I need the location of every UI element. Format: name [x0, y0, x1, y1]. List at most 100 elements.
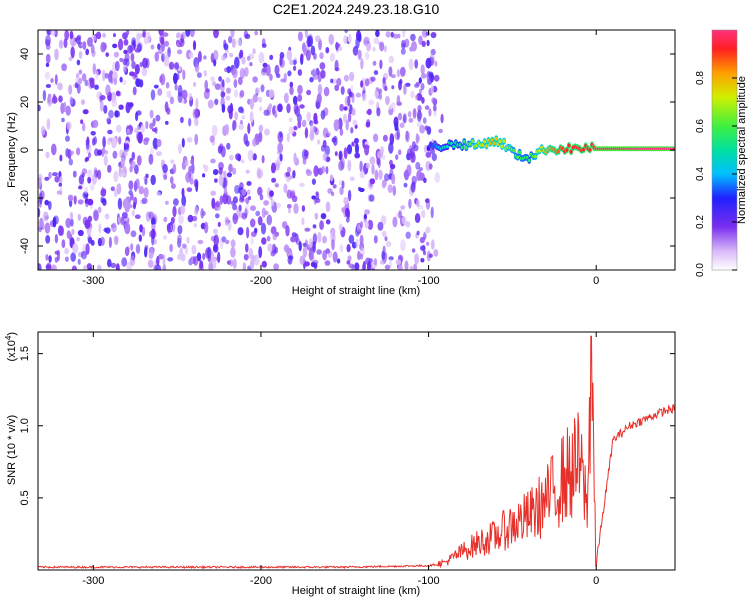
- heatmap-noise-cell: [77, 258, 81, 265]
- heatmap-noise-cell: [410, 147, 415, 159]
- heatmap-noise-cell: [259, 194, 264, 201]
- heatmap-noise-cell: [319, 220, 324, 231]
- heatmap-noise-cell: [241, 188, 247, 196]
- heatmap-noise-cell: [130, 52, 135, 62]
- heatmap-noise-cell: [319, 52, 324, 60]
- heatmap-noise-cell: [118, 38, 124, 51]
- heatmap-noise-cell: [419, 88, 423, 94]
- heatmap-noise-cell: [221, 79, 225, 88]
- heatmap-noise-cell: [351, 108, 356, 116]
- heatmap-noise-cell: [405, 130, 410, 143]
- heatmap-noise-cell: [354, 262, 360, 270]
- heatmap-noise-cell: [215, 213, 220, 219]
- heatmap-noise-cell: [297, 69, 303, 76]
- heatmap-noise-cell: [339, 128, 344, 136]
- heatmap-noise-cell: [331, 137, 337, 143]
- heatmap-noise-cell: [174, 62, 180, 70]
- snr-panel: -300 -200 -100 0 0.5 1.0 1.5 Height of straig…: [4, 331, 676, 597]
- heatmap-noise-cell: [362, 93, 367, 102]
- heatmap-noise-cell: [426, 241, 430, 246]
- heatmap-noise-cell: [404, 260, 409, 270]
- heatmap-noise-cell: [204, 79, 208, 92]
- heatmap-noise-cell: [212, 81, 216, 87]
- heatmap-noise-cell: [287, 166, 292, 173]
- heatmap-noise-cell: [254, 87, 261, 94]
- heatmap-noise-cell: [380, 215, 387, 226]
- heatmap-noise-cell: [402, 113, 407, 124]
- heatmap-y-tick-label: -20: [19, 190, 31, 206]
- heatmap-noise-cell: [203, 164, 209, 173]
- heatmap-noise-cell: [343, 106, 348, 111]
- heatmap-noise-cell: [184, 159, 189, 167]
- heatmap-noise-cell: [54, 74, 58, 86]
- heatmap-noise-cell: [268, 89, 275, 99]
- heatmap-noise-cell: [121, 257, 128, 267]
- heatmap-noise-cell: [253, 254, 260, 266]
- heatmap-noise-cell: [425, 31, 430, 36]
- heatmap-noise-cell: [306, 111, 312, 122]
- heatmap-noise-cell: [83, 265, 87, 270]
- heatmap-noise-cell: [373, 90, 379, 99]
- heatmap-noise-cell: [149, 122, 154, 130]
- heatmap-noise-cell: [385, 240, 392, 248]
- heatmap-noise-cell: [124, 149, 128, 157]
- heatmap-noise-cell: [304, 30, 309, 38]
- heatmap-noise-cell: [377, 150, 383, 159]
- heatmap-noise-cell: [235, 153, 241, 161]
- heatmap-noise-cell: [411, 41, 417, 52]
- heatmap-signal-cell: [462, 139, 466, 144]
- heatmap-noise-cell: [421, 30, 428, 38]
- heatmap-noise-cell: [405, 231, 411, 239]
- heatmap-noise-cell: [177, 91, 183, 104]
- heatmap-noise-cell: [175, 73, 180, 81]
- heatmap-noise-cell: [313, 165, 319, 177]
- heatmap-noise-cell: [261, 207, 266, 218]
- heatmap-noise-cell: [68, 84, 73, 95]
- heatmap-noise-cell: [218, 76, 223, 82]
- heatmap-noise-cell: [78, 50, 83, 59]
- heatmap-noise-cell: [84, 157, 88, 163]
- heatmap-noise-cell: [131, 60, 136, 70]
- heatmap-noise-cell: [241, 115, 246, 120]
- heatmap-noise-cell: [58, 182, 62, 187]
- heatmap-noise-cell: [107, 164, 112, 173]
- heatmap-noise-cell: [66, 121, 72, 131]
- heatmap-noise-cell: [408, 58, 414, 71]
- heatmap-noise-cell: [382, 80, 387, 90]
- heatmap-noise-cell: [430, 239, 435, 250]
- heatmap-noise-cell: [39, 190, 45, 201]
- heatmap-noise-cell: [249, 259, 255, 270]
- heatmap-noise-cell: [70, 46, 75, 59]
- heatmap-noise-cell: [331, 191, 335, 197]
- heatmap-noise-cell: [130, 230, 137, 238]
- heatmap-noise-cell: [130, 192, 134, 201]
- heatmap-noise-cell: [218, 167, 223, 175]
- heatmap-noise-cell: [169, 243, 173, 253]
- heatmap-noise-cell: [345, 119, 349, 131]
- heatmap-noise-cell: [261, 155, 265, 164]
- heatmap-noise-cell: [433, 249, 439, 257]
- heatmap-noise-cell: [364, 221, 369, 229]
- heatmap-noise-cell: [119, 172, 126, 177]
- heatmap-noise-cell: [270, 198, 275, 207]
- heatmap-noise-cell: [54, 256, 59, 263]
- heatmap-noise-cell: [77, 199, 84, 205]
- heatmap-noise-cell: [284, 92, 289, 104]
- heatmap-noise-cell: [61, 117, 65, 123]
- heatmap-noise-cell: [76, 236, 81, 242]
- heatmap-noise-cell: [120, 216, 125, 226]
- snr-x-axis-label: Height of straight line (km): [292, 585, 420, 597]
- heatmap-noise-cell: [232, 258, 237, 270]
- heatmap-noise-cell: [149, 109, 154, 119]
- heatmap-noise-cell: [341, 207, 346, 213]
- heatmap-noise-cell: [316, 249, 322, 255]
- heatmap-noise-cell: [417, 104, 422, 112]
- heatmap-noise-cell: [213, 49, 219, 61]
- heatmap-noise-cell: [327, 188, 333, 194]
- heatmap-noise-cell: [320, 69, 326, 79]
- heatmap-noise-cell: [364, 144, 370, 156]
- heatmap-noise-cell: [238, 76, 243, 86]
- heatmap-noise-cell: [293, 203, 299, 214]
- heatmap-noise-cell: [68, 158, 74, 166]
